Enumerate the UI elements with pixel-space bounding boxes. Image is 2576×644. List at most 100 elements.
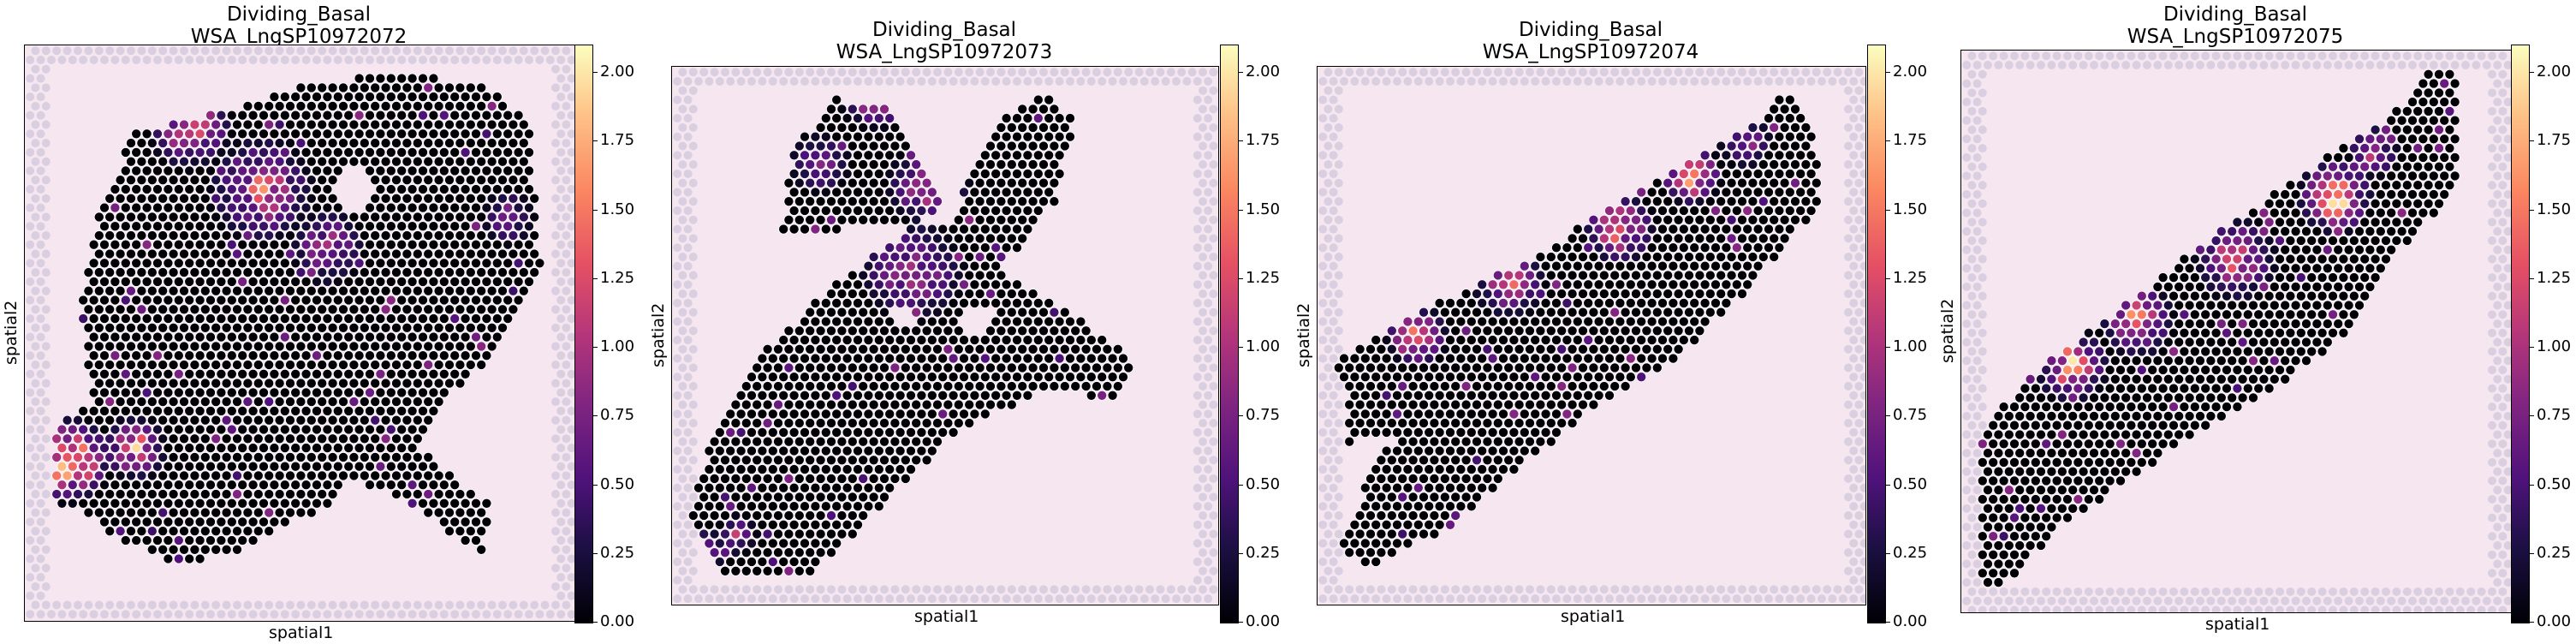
expression-spot [359,470,370,481]
expression-spot [247,258,259,269]
expression-spot [264,433,275,444]
capture-spot [1355,585,1365,594]
expression-spot [455,119,466,130]
expression-spot [1001,113,1012,124]
expression-spot [115,397,126,408]
expression-spot [396,331,408,343]
expression-spot [312,276,322,287]
capture-spot [116,600,125,610]
expression-spot [858,307,869,318]
expression-spot [847,196,858,207]
capture-spot [1204,114,1213,123]
expression-spot [126,285,136,296]
expression-spot [370,100,381,111]
expression-spot [486,341,497,352]
expression-spot [794,196,805,207]
expression-spot [471,110,481,121]
expression-spot [253,230,264,241]
expression-spot [937,335,949,346]
expression-spot [948,316,959,327]
capture-spot [1329,446,1338,456]
expression-spot [969,408,980,420]
expression-spot [979,150,991,161]
expression-spot [953,381,964,391]
expression-spot [1006,307,1017,318]
expression-spot [757,445,768,456]
expression-spot [1044,113,1055,124]
expression-spot [428,73,439,84]
expression-spot [741,492,752,503]
expression-spot [194,405,205,416]
expression-spot [1344,362,1355,373]
expression-spot [996,362,1007,373]
expression-spot [1779,233,1790,244]
expression-spot [152,405,163,416]
expression-spot [979,187,991,198]
expression-spot [815,177,826,188]
capture-spot [1204,502,1213,511]
expression-spot [725,557,736,567]
capture-spot [673,317,682,326]
expression-spot [380,414,391,426]
capture-spot [1209,437,1218,446]
expression-spot [481,92,492,103]
expression-spot [773,418,783,429]
expression-spot [1578,252,1588,262]
capture-spot [1679,77,1688,86]
expression-spot [189,360,200,370]
capture-spot [986,68,995,77]
expression-spot [1737,159,1747,170]
expression-spot [1472,399,1482,410]
expression-spot [348,248,360,259]
capture-spot [1844,122,1853,132]
expression-spot [1684,196,1694,207]
expression-spot [693,519,704,530]
expression-spot [242,193,253,204]
expression-spot [826,510,836,521]
expression-spot [937,426,949,438]
expression-spot [279,443,290,454]
expression-spot [815,140,826,152]
expression-spot [900,252,911,262]
expression-spot [396,350,408,361]
expression-spot [1102,343,1113,355]
capture-spot [1844,400,1853,409]
capture-spot [975,68,985,77]
expression-spot [327,322,338,333]
expression-spot [868,418,879,429]
expression-spot [1413,372,1424,383]
capture-spot [832,594,842,604]
expression-spot [911,418,922,429]
expression-spot [847,122,858,133]
expression-spot [455,82,466,93]
expression-spot [418,92,428,103]
expression-spot [438,350,449,361]
expression-spot [1466,316,1477,327]
expression-spot [1641,270,1652,281]
capture-spot [556,554,566,564]
expression-spot [1636,206,1647,216]
expression-spot [476,138,487,149]
capture-spot [1209,289,1218,299]
expression-spot [1065,113,1075,124]
expression-spot [762,473,773,484]
expression-spot [1012,279,1022,290]
expression-spot [1551,426,1562,438]
capture-spot [1329,558,1338,566]
expression-spot [805,418,816,429]
expression-spot [407,387,418,398]
capture-spot [275,600,284,610]
expression-spot [1386,418,1397,429]
expression-spot [444,212,455,223]
expression-spot [757,372,768,383]
expression-spot [969,242,980,253]
expression-spot [1514,381,1525,391]
expression-spot [449,350,461,361]
expression-spot [300,276,312,287]
capture-spot [1738,68,1746,77]
expression-spot [433,119,444,130]
expression-spot [1806,131,1817,142]
expression-spot [253,175,264,186]
expression-spot [365,295,375,306]
expression-spot [1588,362,1599,373]
